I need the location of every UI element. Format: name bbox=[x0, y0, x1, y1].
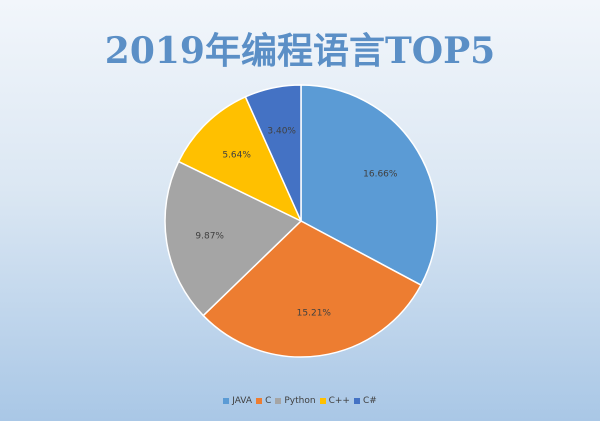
legend-label: Python bbox=[284, 396, 316, 406]
pie-slice-cpp bbox=[177, 95, 303, 223]
data-label: 3.40% bbox=[267, 127, 296, 137]
pie-slice-python bbox=[164, 160, 303, 317]
legend-item: C# bbox=[353, 396, 377, 406]
legend-label: JAVA bbox=[232, 396, 253, 406]
data-label: 9.87% bbox=[195, 232, 224, 242]
pie-slice-java bbox=[300, 84, 438, 287]
pie-slice-csharp bbox=[244, 84, 302, 222]
legend-item: Python bbox=[275, 396, 316, 406]
legend-swatch bbox=[256, 397, 263, 404]
data-label: 5.64% bbox=[222, 151, 251, 161]
legend-swatch bbox=[223, 397, 230, 404]
legend-item: C++ bbox=[319, 396, 350, 406]
data-label: 15.21% bbox=[297, 309, 332, 319]
chart-title: 2019年编程语言TOP5 bbox=[104, 30, 496, 72]
legend-label: C++ bbox=[328, 396, 350, 406]
legend-label: C# bbox=[362, 396, 377, 406]
data-label: 16.66% bbox=[363, 169, 398, 179]
legend-item: C bbox=[256, 396, 271, 406]
legend-swatch bbox=[275, 397, 282, 404]
pie-slice-c bbox=[202, 220, 422, 358]
legend-item: JAVA bbox=[223, 396, 252, 406]
legend-swatch bbox=[319, 397, 326, 404]
legend: JAVA C Python C++ C# bbox=[0, 396, 600, 406]
legend-label: C bbox=[265, 396, 272, 406]
legend-swatch bbox=[353, 397, 360, 404]
